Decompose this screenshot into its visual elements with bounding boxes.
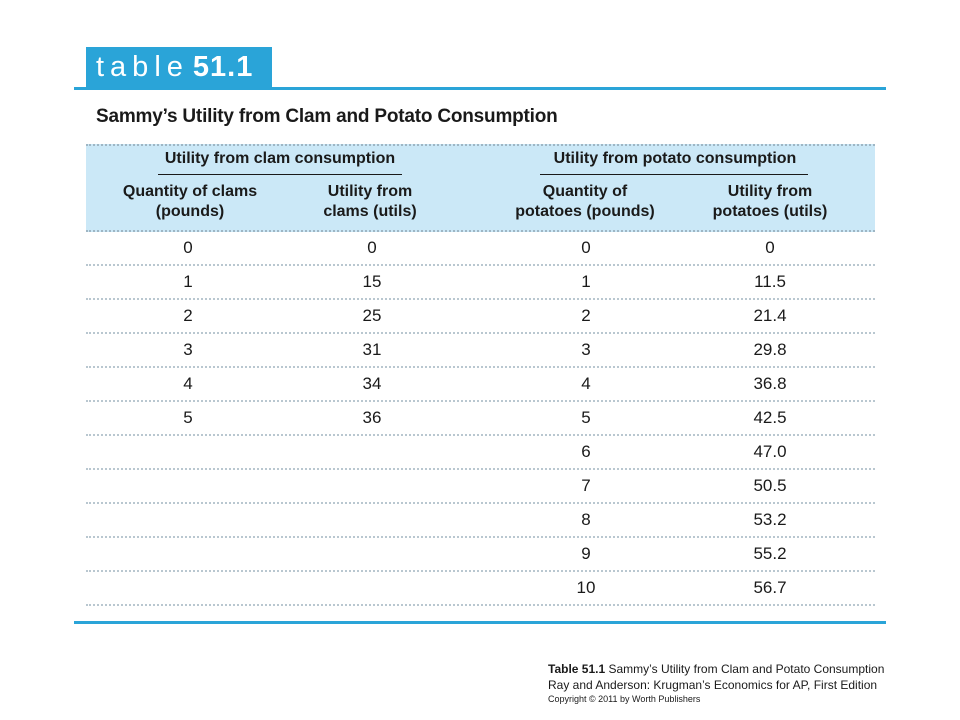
caption-line-1: Table 51.1 Sammy’s Utility from Clam and… <box>548 661 884 677</box>
table-row: 1 15 1 11.5 <box>86 266 875 300</box>
cell-clam-quantity: 5 <box>183 408 193 427</box>
table-row: 0 0 0 0 <box>86 232 875 266</box>
column-header-line: Quantity of clams <box>122 183 258 200</box>
table-row: 9 55.2 <box>86 538 875 572</box>
group-rule-clams <box>158 174 402 175</box>
cell-clam-utility: 0 <box>367 238 377 257</box>
cell-clam-quantity: 2 <box>183 306 193 325</box>
cell-potato-quantity: 5 <box>581 408 591 427</box>
figure-caption: Table 51.1 Sammy’s Utility from Clam and… <box>548 661 884 706</box>
cell-potato-utility: 55.2 <box>753 544 787 563</box>
cell-potato-utility: 0 <box>765 238 775 257</box>
group-header-potatoes: Utility from potato consumption <box>553 150 797 167</box>
cell-potato-quantity: 9 <box>581 544 591 563</box>
cell-potato-utility: 47.0 <box>753 442 787 461</box>
column-header-line: potatoes (pounds) <box>515 203 655 220</box>
cell-potato-quantity: 4 <box>581 374 591 393</box>
cell-potato-quantity: 10 <box>576 578 596 597</box>
cell-clam-quantity: 4 <box>183 374 193 393</box>
cell-clam-utility: 15 <box>362 272 382 291</box>
caption-table-title: Sammy’s Utility from Clam and Potato Con… <box>608 662 885 676</box>
cell-clam-quantity: 0 <box>183 238 193 257</box>
column-header-line: (pounds) <box>155 203 225 220</box>
table-row: 4 34 4 36.8 <box>86 368 875 402</box>
caption-source: Ray and Anderson: Krugman’s Economics fo… <box>548 678 878 692</box>
table-row: 6 47.0 <box>86 436 875 470</box>
cell-potato-utility: 53.2 <box>753 510 787 529</box>
column-header-clam-quantity: Quantity of clams (pounds) <box>110 182 270 222</box>
cell-clam-utility: 31 <box>362 340 382 359</box>
cell-potato-utility: 50.5 <box>753 476 787 495</box>
table-header-band <box>86 144 875 232</box>
cell-potato-utility: 42.5 <box>753 408 787 427</box>
column-header-line: potatoes (utils) <box>712 203 828 220</box>
table-label-tab: table 51.1 <box>86 47 272 87</box>
column-header-line: Utility from <box>327 183 413 200</box>
cell-potato-quantity: 8 <box>581 510 591 529</box>
column-header-clam-utility: Utility from clams (utils) <box>300 182 440 222</box>
cell-potato-utility: 21.4 <box>753 306 787 325</box>
cell-potato-utility: 11.5 <box>754 272 786 291</box>
column-header-potato-utility: Utility from potatoes (utils) <box>695 182 845 222</box>
bottom-rule <box>74 621 886 624</box>
column-header-line: Quantity of <box>542 183 628 200</box>
table-title: Sammy’s Utility from Clam and Potato Con… <box>96 106 558 127</box>
group-header-clams: Utility from clam consumption <box>164 150 396 167</box>
cell-clam-quantity: 3 <box>183 340 193 359</box>
column-header-line: clams (utils) <box>323 203 417 220</box>
table-label-number: 51.1 <box>192 51 254 83</box>
table-row: 8 53.2 <box>86 504 875 538</box>
cell-potato-quantity: 7 <box>581 476 591 495</box>
top-rule <box>74 87 886 90</box>
table-label-word: table <box>96 51 189 83</box>
cell-potato-quantity: 6 <box>581 442 591 461</box>
caption-copyright: Copyright © 2011 by Worth Publishers <box>548 694 701 704</box>
cell-potato-quantity: 0 <box>581 238 591 257</box>
cell-potato-utility: 36.8 <box>753 374 787 393</box>
caption-table-number: Table 51.1 <box>548 662 606 676</box>
column-header-line: Utility from <box>727 183 813 200</box>
table-row: 3 31 3 29.8 <box>86 334 875 368</box>
column-header-potato-quantity: Quantity of potatoes (pounds) <box>500 182 670 222</box>
cell-potato-quantity: 3 <box>581 340 591 359</box>
cell-clam-utility: 25 <box>362 306 382 325</box>
cell-potato-utility: 29.8 <box>753 340 787 359</box>
table-row: 5 36 5 42.5 <box>86 402 875 436</box>
table-row: 2 25 2 21.4 <box>86 300 875 334</box>
table-row: 7 50.5 <box>86 470 875 504</box>
cell-clam-quantity: 1 <box>183 272 193 291</box>
cell-clam-utility: 34 <box>362 374 382 393</box>
cell-potato-quantity: 2 <box>581 306 591 325</box>
group-rule-potatoes <box>540 174 808 175</box>
cell-clam-utility: 36 <box>362 408 382 427</box>
table-row: 10 56.7 <box>86 572 875 606</box>
cell-potato-utility: 56.7 <box>753 578 787 597</box>
cell-potato-quantity: 1 <box>581 272 591 291</box>
